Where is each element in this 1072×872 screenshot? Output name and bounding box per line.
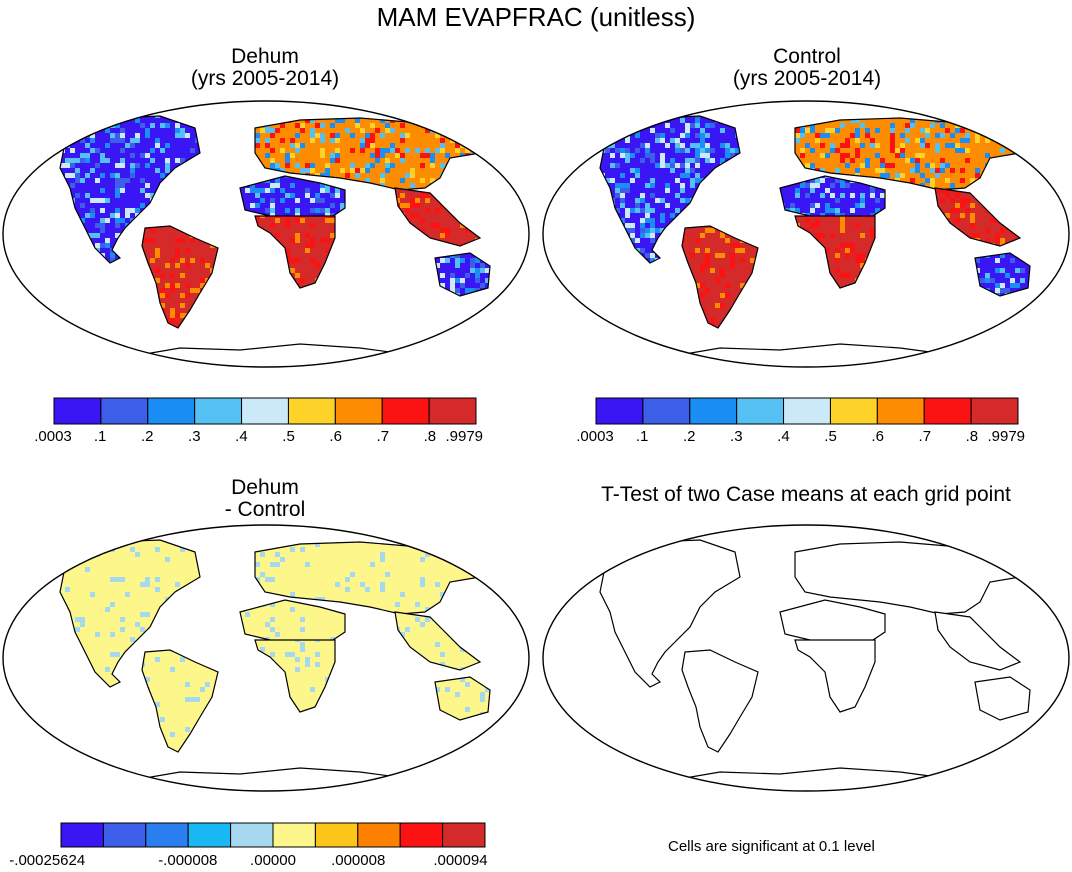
coastline-antarctica: [110, 344, 420, 360]
colorbar-swatch: [273, 823, 315, 847]
colorbar-dehum-label: .9979: [445, 428, 483, 445]
colorbar-swatch: [335, 398, 382, 424]
coastline-antarctica: [650, 344, 960, 360]
colorbar-dehum-label: .6: [329, 428, 342, 445]
panel-title-difference: Dehum - Control: [130, 477, 400, 521]
coastline-antarctica: [110, 768, 420, 784]
colorbar-dehum: [53, 397, 477, 425]
panel-title-dehum: Dehum (yrs 2005-2014): [130, 46, 400, 90]
coastline-africa_south: [795, 640, 875, 712]
colorbar-swatch: [971, 398, 1018, 424]
colorbar-control-label: .9979: [987, 428, 1025, 445]
colorbar-swatch: [924, 398, 971, 424]
colorbar-difference-label: .00000: [250, 852, 296, 869]
colorbar-dehum-labels: .0003 .1 .2 .3 .4 .5 .6 .7 .8 .9979: [53, 428, 477, 448]
colorbar-difference: [60, 822, 486, 848]
colorbar-difference-label: -.00025624: [9, 852, 85, 869]
panel-title-difference-line2: - Control: [130, 499, 400, 521]
panel-title-control: Control (yrs 2005-2014): [672, 46, 942, 90]
colorbar-dehum-label: .7: [377, 428, 390, 445]
colorbar-swatch: [690, 398, 737, 424]
colorbar-control-label: .5: [824, 428, 837, 445]
colorbar-swatch: [288, 398, 335, 424]
figure-title: MAM EVAPFRAC (unitless): [0, 2, 1072, 33]
colorbar-swatch: [596, 398, 643, 424]
colorbar-dehum-label: .4: [235, 428, 248, 445]
panel-title-dehum-line1: Dehum: [130, 46, 400, 68]
colorbar-swatch: [358, 823, 400, 847]
coastline-australia: [975, 677, 1030, 720]
colorbar-swatch: [429, 398, 476, 424]
coastline-sa: [682, 650, 758, 752]
colorbar-dehum-label: .3: [188, 428, 201, 445]
colorbar-control-labels: .0003 .1 .2 .3 .4 .5 .6 .7 .8 .9979: [595, 428, 1019, 448]
panel-title-dehum-line2: (yrs 2005-2014): [130, 68, 400, 90]
colorbar-control-label: .3: [730, 428, 743, 445]
colorbar-swatch: [195, 398, 242, 424]
colorbar-control-label: .2: [683, 428, 696, 445]
map-difference: [0, 522, 532, 794]
colorbar-difference-label: .000094: [433, 852, 487, 869]
colorbar-swatch: [443, 823, 485, 847]
colorbar-swatch: [400, 823, 442, 847]
colorbar-control-label: .8: [966, 428, 979, 445]
colorbar-dehum-label: .1: [94, 428, 107, 445]
map-ttest: [540, 522, 1072, 794]
colorbar-dehum-label: .0003: [34, 428, 72, 445]
colorbar-difference-labels: -.00025624 -.000008 .00000 .000008 .0000…: [60, 852, 486, 872]
significance-note: Cells are significant at 0.1 level: [668, 838, 875, 855]
colorbar-control-label: .6: [871, 428, 884, 445]
colorbar-control-label: .0003: [576, 428, 614, 445]
colorbar-control-label: .7: [919, 428, 932, 445]
panel-title-ttest: T-Test of two Case means at each grid po…: [540, 484, 1072, 506]
colorbar-swatch: [784, 398, 831, 424]
colorbar-swatch: [61, 823, 103, 847]
colorbar-difference-label: -.000008: [158, 852, 217, 869]
colorbar-control: [595, 397, 1019, 425]
colorbar-swatch: [231, 823, 273, 847]
colorbar-control-label: .1: [636, 428, 649, 445]
colorbar-swatch: [830, 398, 877, 424]
panel-title-difference-line1: Dehum: [130, 477, 400, 499]
colorbar-swatch: [103, 823, 145, 847]
panel-title-control-line2: (yrs 2005-2014): [672, 68, 942, 90]
colorbar-dehum-label: .8: [424, 428, 437, 445]
colorbar-swatch: [877, 398, 924, 424]
colorbar-dehum-label: .5: [282, 428, 295, 445]
colorbar-swatch: [242, 398, 289, 424]
colorbar-difference-label: .000008: [331, 852, 385, 869]
coastline-asia_south: [935, 612, 1020, 670]
colorbar-swatch: [101, 398, 148, 424]
colorbar-swatch: [54, 398, 101, 424]
colorbar-swatch: [315, 823, 357, 847]
colorbar-swatch: [148, 398, 195, 424]
colorbar-dehum-label: .2: [141, 428, 154, 445]
colorbar-swatch: [643, 398, 690, 424]
colorbar-swatch: [146, 823, 188, 847]
colorbar-swatch: [382, 398, 429, 424]
panel-title-control-line1: Control: [672, 46, 942, 68]
map-control: [540, 98, 1072, 370]
colorbar-swatch: [188, 823, 230, 847]
map-dehum: [0, 98, 532, 370]
colorbar-control-label: .4: [777, 428, 790, 445]
colorbar-swatch: [737, 398, 784, 424]
coastline-antarctica: [650, 768, 960, 784]
coastline-africa_north: [780, 600, 885, 644]
